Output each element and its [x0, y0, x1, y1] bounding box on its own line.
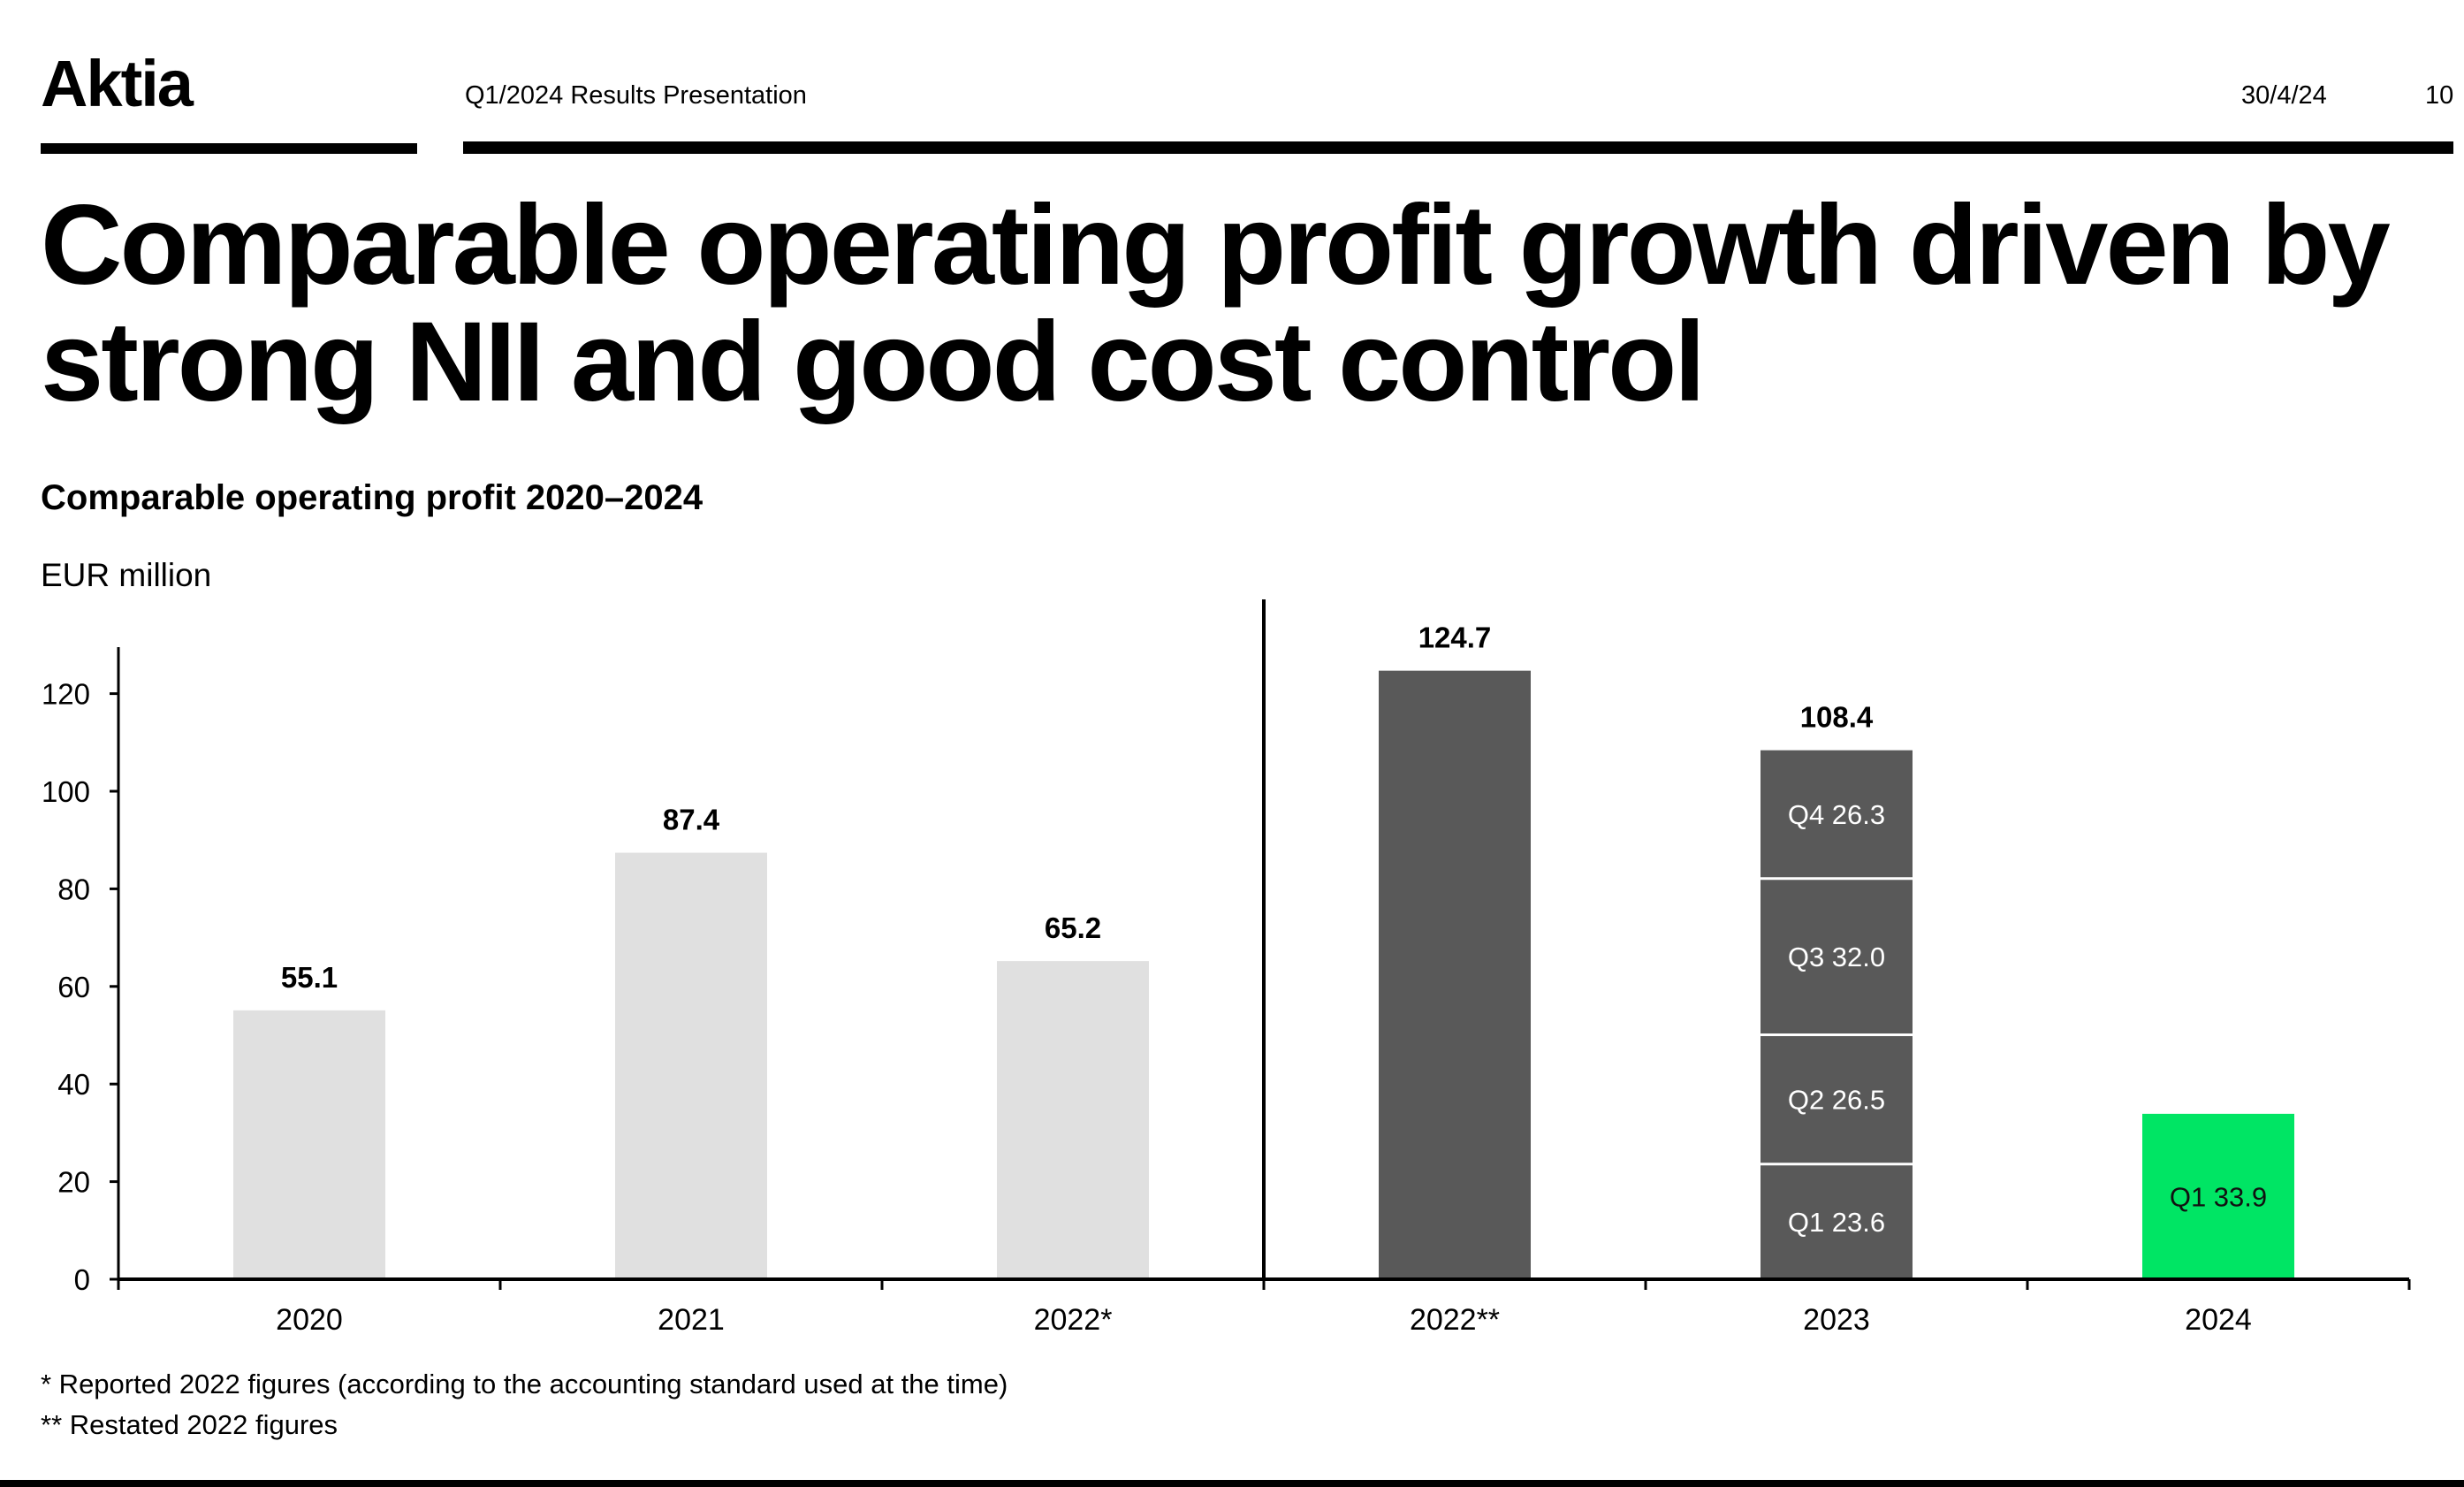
bar-2023 — [1761, 750, 1913, 1279]
header-rule-right — [463, 141, 2453, 154]
y-tick-label-20: 20 — [57, 1166, 90, 1199]
presentation-date: 30/4/24 — [2241, 81, 2327, 110]
footnote-restated: ** Restated 2022 figures — [41, 1409, 338, 1440]
page-number: 10 — [2425, 81, 2454, 110]
chart-unit-label: EUR million — [41, 557, 212, 593]
bar-value-label-2020: 55.1 — [281, 961, 338, 994]
segment-label-2023-q1: Q1 23.6 — [1788, 1207, 1885, 1238]
bar-value-label-2022s: 65.2 — [1045, 911, 1101, 944]
y-tick-label-100: 100 — [42, 775, 90, 808]
segment-label-2023-q2: Q2 26.5 — [1788, 1085, 1885, 1116]
aktia-logo: Aktia — [41, 47, 194, 120]
x-tick-label-2022ss: 2022** — [1410, 1303, 1500, 1337]
y-tick-label-40: 40 — [57, 1068, 90, 1101]
bar-value-label-2022ss: 124.7 — [1418, 621, 1492, 654]
bar-value-label-2021: 87.4 — [663, 804, 720, 836]
bar-2020 — [233, 1010, 385, 1279]
slide-headline: Comparable operating profit growth drive… — [41, 182, 2391, 425]
presentation-title: Q1/2024 Results Presentation — [465, 81, 807, 110]
bar-2022ss — [1379, 670, 1531, 1279]
x-tick-label-2023: 2023 — [1803, 1303, 1870, 1337]
footnote-reported: * Reported 2022 figures (according to th… — [41, 1369, 1008, 1399]
x-tick-label-2024: 2024 — [2185, 1303, 2252, 1337]
y-tick-label-120: 120 — [42, 678, 90, 711]
segment-label-2023-q3: Q3 32.0 — [1788, 942, 1885, 972]
bar-2021 — [615, 852, 767, 1279]
segment-label-2024-q1: Q1 33.9 — [2170, 1181, 2267, 1212]
header-rule-left — [41, 143, 417, 154]
bar-2022s — [997, 961, 1149, 1279]
y-tick-label-0: 0 — [74, 1263, 90, 1296]
x-tick-label-2022s: 2022* — [1034, 1303, 1113, 1337]
bottom-rule — [0, 1480, 2464, 1487]
chart-title: Comparable operating profit 2020–2024 — [41, 478, 703, 517]
bar-2024 — [2142, 1113, 2294, 1279]
segment-label-2023-q4: Q4 26.3 — [1788, 799, 1885, 830]
operating-profit-bar-chart: 0 20 40 60 80 100 120 55.1 2020 87.4 2021 65.2 2022*… — [42, 599, 2411, 1337]
y-tick-label-60: 60 — [57, 971, 90, 1003]
bar-value-label-2023: 108.4 — [1800, 701, 1874, 734]
x-tick-label-2021: 2021 — [658, 1303, 725, 1337]
x-tick-label-2020: 2020 — [276, 1303, 343, 1337]
y-tick-label-80: 80 — [57, 873, 90, 905]
